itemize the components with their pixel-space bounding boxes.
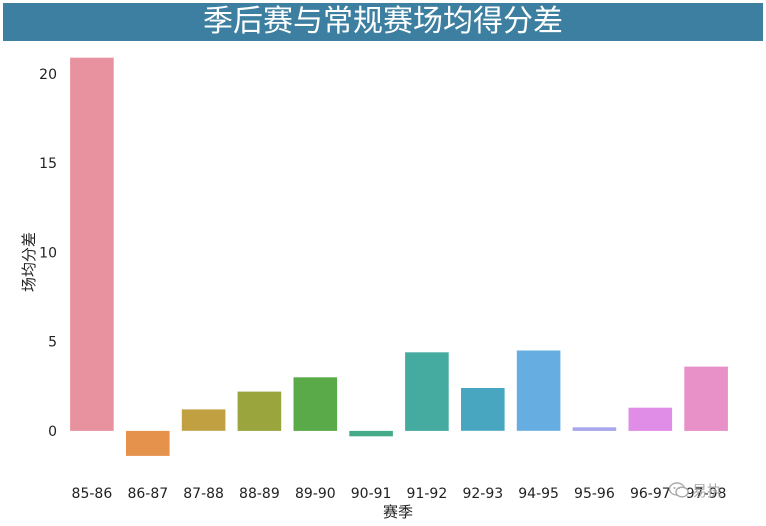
y-tick-label: 5 — [48, 335, 57, 351]
x-tick-label: 89-90 — [295, 486, 336, 502]
bar-91-92 — [405, 352, 449, 431]
x-tick-label: 97-98 — [686, 486, 727, 502]
y-axis-ticks: 0 5 10 15 20 — [39, 67, 57, 440]
wechat-icon — [668, 482, 689, 498]
x-axis-ticks: 85-86 86-87 87-88 88-89 89-90 90-91 91-92 92-93… — [72, 486, 727, 502]
y-tick-label: 0 — [48, 424, 57, 440]
bar-96-97 — [628, 407, 673, 431]
x-tick-label: 87-88 — [183, 486, 224, 502]
y-tick-label: 20 — [39, 67, 57, 83]
x-tick-label: 90-91 — [351, 486, 392, 502]
bar-88-89 — [237, 391, 282, 431]
bar-87-88 — [181, 409, 226, 431]
bar-85-86 — [70, 57, 114, 431]
bar-95-96 — [572, 427, 617, 431]
bar-97-98 — [684, 366, 728, 431]
bar-89-90 — [293, 377, 338, 431]
x-tick-label: 95-96 — [574, 486, 615, 502]
chart-title: 季后赛与常规赛场均得分差 — [3, 3, 763, 41]
y-tick-label: 15 — [39, 156, 57, 172]
y-tick-label: 10 — [39, 245, 57, 261]
x-axis-label: 赛季 — [383, 503, 413, 521]
bar-86-87 — [126, 430, 170, 456]
x-tick-label: 96-97 — [630, 486, 671, 502]
x-tick-label: 85-86 — [72, 486, 113, 502]
x-tick-label: 88-89 — [239, 486, 280, 502]
y-axis-label: 场均分差 — [20, 232, 38, 292]
x-tick-label: 91-92 — [407, 486, 448, 502]
bars-group — [70, 57, 728, 456]
x-tick-label: 86-87 — [127, 486, 168, 502]
x-tick-label: 94-95 — [518, 486, 559, 502]
watermark: 易执 — [668, 479, 722, 501]
watermark-text: 易执 — [692, 481, 723, 500]
bar-90-91 — [349, 430, 393, 437]
x-tick-label: 92-93 — [462, 486, 503, 502]
bar-92-93 — [461, 388, 505, 431]
bar-94-95 — [516, 350, 561, 431]
